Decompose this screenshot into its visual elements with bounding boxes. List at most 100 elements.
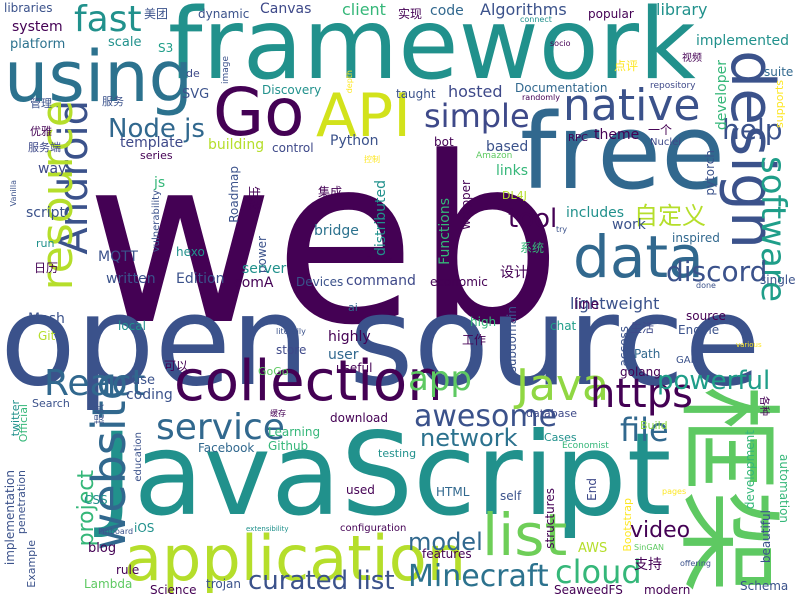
- word-user: user: [328, 347, 359, 363]
- word-wrapper: wrapper: [459, 180, 473, 230]
- word-dl4j: DL4J: [502, 189, 527, 202]
- word-run: run: [36, 237, 55, 250]
- word-gogo: GoGo: [258, 365, 289, 378]
- word-includes: includes: [566, 205, 625, 221]
- word-cloud: cloud: [555, 553, 642, 591]
- word-canvas: Canvas: [260, 1, 312, 17]
- word-useful: useful: [336, 361, 373, 375]
- word-written: written: [106, 271, 156, 287]
- word-randomly: randomly: [522, 93, 560, 102]
- word-distributed: distributed: [373, 180, 389, 256]
- word-system: system: [12, 19, 63, 35]
- word-search: Search: [32, 397, 70, 410]
- word-zhichi: 支持: [634, 557, 662, 573]
- word-schema: Schema: [740, 579, 789, 593]
- word-web: web: [86, 109, 562, 376]
- word-way: way: [38, 161, 67, 177]
- word-popular: popular: [588, 7, 634, 21]
- word-hosted: hosted: [448, 82, 503, 101]
- word-lightweight: lightweight: [570, 294, 660, 313]
- word-data: data: [573, 223, 704, 291]
- word-rpc: RPC: [568, 133, 588, 144]
- word-list: list: [482, 501, 568, 569]
- word-ai: ai: [348, 301, 358, 314]
- word-high: high: [470, 315, 497, 329]
- word-gongzuo: 工作: [462, 333, 487, 347]
- word-path: Path: [634, 347, 661, 361]
- word-algorithms: Algorithms: [480, 0, 567, 19]
- word-build: Build: [640, 419, 668, 432]
- word-facebook: Facebook: [198, 441, 255, 455]
- word-control: control: [272, 141, 314, 155]
- word-functions: Functions: [437, 198, 453, 265]
- word-modern: modern: [644, 583, 691, 597]
- word-tiktok: TikTok: [368, 255, 393, 264]
- word-de: de: [186, 67, 200, 80]
- word-done: done: [696, 281, 716, 290]
- word-libraries: libraries: [4, 1, 53, 15]
- word-github: Github: [268, 439, 309, 453]
- word-used: used: [346, 483, 375, 497]
- word-using: using: [4, 36, 194, 118]
- word-git: Git: [38, 329, 56, 343]
- word-client: client: [342, 0, 386, 19]
- word-engine: Engine: [678, 323, 720, 337]
- word-use: use: [132, 373, 156, 388]
- word-zidingyi: 自定义: [634, 202, 706, 230]
- word-coma: comA: [234, 275, 274, 291]
- word-html: HTML: [436, 485, 470, 499]
- word-jicheng: 集成: [318, 185, 343, 199]
- word-features: features: [422, 547, 472, 561]
- word-beautiful: beautiful: [759, 510, 773, 564]
- word-depth: depth: [345, 70, 354, 94]
- word-bridge: bridge: [314, 223, 359, 239]
- word-inspired: inspired: [672, 231, 720, 245]
- word-dianping: 点评: [614, 59, 639, 73]
- word-code: code: [430, 3, 464, 19]
- word-various: various: [736, 341, 762, 349]
- word-template: template: [120, 135, 184, 151]
- word-links: links: [496, 163, 529, 179]
- word-economist: Economist: [562, 441, 609, 451]
- word-help: help: [722, 113, 783, 146]
- word-store: store: [276, 343, 307, 357]
- word-testing: testing: [378, 447, 417, 460]
- word-example: Example: [25, 540, 38, 588]
- word-configuration: configuration: [340, 523, 407, 534]
- word-collection: collection: [174, 349, 443, 414]
- word-file: file: [620, 411, 669, 449]
- word-development: development: [743, 430, 757, 510]
- word-platform: platform: [10, 37, 66, 52]
- word-youya: 优雅: [30, 125, 52, 138]
- word-native: native: [563, 80, 701, 131]
- word-education: education: [133, 432, 144, 482]
- word-documentation: Documentation: [515, 81, 608, 95]
- word-rule: rule: [116, 563, 140, 577]
- word-suite: suite: [764, 65, 794, 79]
- word-library: library: [656, 0, 708, 19]
- word-penetration: penetration: [15, 470, 28, 535]
- word-series: series: [140, 149, 173, 162]
- word-network: network: [420, 424, 518, 452]
- word-image: image: [221, 56, 231, 85]
- word-nuclei: Nuclei: [650, 137, 682, 148]
- word-line: line: [574, 297, 600, 313]
- word-tigong: 提供: [95, 404, 106, 424]
- word-literally: literally: [276, 327, 306, 336]
- word-project: project: [74, 470, 99, 547]
- word-vanilla: Vanilla: [9, 180, 18, 207]
- word-framework: framework: [168, 0, 696, 102]
- word-developer: developer: [714, 60, 730, 131]
- word-command: command: [346, 273, 416, 289]
- word-bootstrap: Bootstrap: [621, 498, 634, 552]
- word-svg: SVG: [182, 87, 210, 102]
- word-theme: theme: [594, 127, 640, 143]
- word-amazon: Amazon: [476, 151, 513, 161]
- word-local: local: [118, 319, 146, 333]
- word-minecraft: Minecraft: [408, 559, 549, 594]
- word-free: free: [520, 91, 726, 213]
- word-s3: S3: [158, 41, 174, 55]
- word-taught: taught: [396, 87, 436, 101]
- word-scale: scale: [108, 35, 142, 50]
- word-vulnerability: vulnerability: [151, 190, 162, 253]
